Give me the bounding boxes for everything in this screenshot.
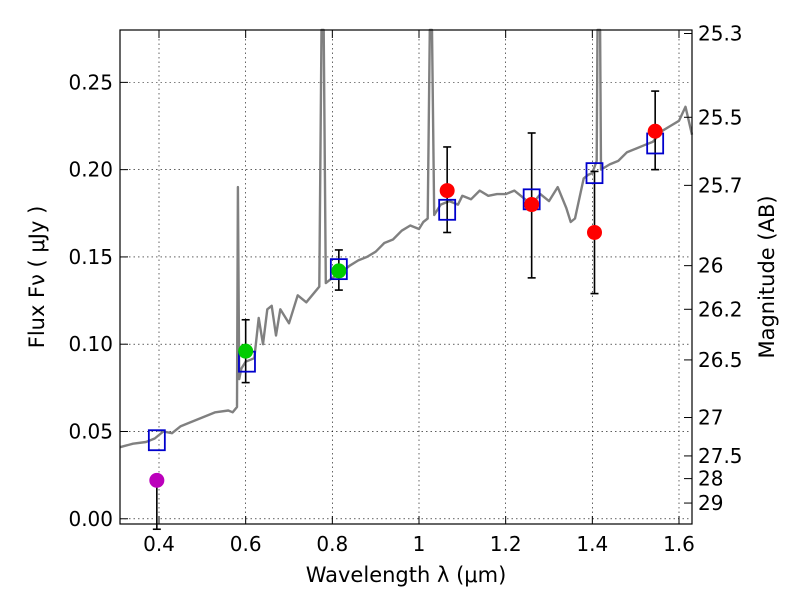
x-tick-label: 1.2 (490, 532, 522, 556)
y-tick-label: 0.05 (68, 419, 113, 443)
spectrum-layer (119, 28, 694, 449)
template-spectrum-line (119, 28, 694, 449)
magnitude-tick-label: 27 (698, 406, 723, 430)
magnitude-tick-label: 29 (698, 491, 723, 515)
magnitude-tick-label: 25.7 (698, 173, 743, 197)
observed-flux-point (238, 343, 254, 359)
observed-flux-point (587, 224, 602, 240)
magnitude-tick-label: 26.5 (698, 348, 743, 372)
model-flux-square (438, 198, 457, 221)
y-tick-label: 0.15 (68, 245, 113, 269)
x-tick-label: 1.6 (663, 532, 695, 556)
x-axis-ticks: 0.4 0.6 0.8 1 1.2 1.4 1.6 (143, 30, 695, 556)
x-tick-label: 0.8 (316, 532, 348, 556)
y-axis-ticks: 0.00 0.05 0.10 0.15 0.20 0.25 (68, 70, 128, 531)
magnitude-tick-label: 26 (698, 254, 723, 278)
y-axis-title: Flux Fν ( μJy ) (25, 206, 49, 349)
x-tick-label: 0.4 (143, 532, 175, 556)
model-flux-square (585, 162, 604, 185)
observed-flux-point (439, 183, 455, 199)
grid-lines (120, 30, 692, 524)
y-tick-label: 0.20 (68, 158, 113, 182)
x-tick-label: 1 (413, 532, 426, 556)
model-flux-square (147, 429, 166, 452)
model-flux-square (329, 258, 348, 281)
observed-flux-point (524, 197, 540, 213)
x-axis-title: Wavelength λ (μm) (306, 563, 507, 587)
y-tick-label: 0.00 (68, 507, 113, 531)
magnitude-tick-label: 28 (698, 467, 723, 491)
y-tick-label: 0.10 (68, 332, 113, 356)
errorbar-layer (152, 90, 660, 531)
y-tick-label: 0.25 (68, 70, 113, 94)
observed-flux-point (149, 472, 165, 488)
x-tick-label: 1.4 (576, 532, 608, 556)
plot-frame (119, 29, 693, 525)
model-photometry-layer (147, 132, 665, 452)
magnitude-tick-label: 26.2 (698, 297, 743, 321)
observed-flux-point (331, 263, 347, 279)
observation-layer (149, 123, 663, 488)
observed-flux-point (647, 123, 663, 139)
magnitude-tick-label: 27.5 (698, 444, 743, 468)
right-axis-title: Magnitude (AB) (755, 195, 779, 358)
magnitude-tick-label: 25.3 (698, 21, 743, 45)
magnitude-tick-label: 25.5 (698, 105, 743, 129)
x-tick-label: 0.6 (230, 532, 262, 556)
